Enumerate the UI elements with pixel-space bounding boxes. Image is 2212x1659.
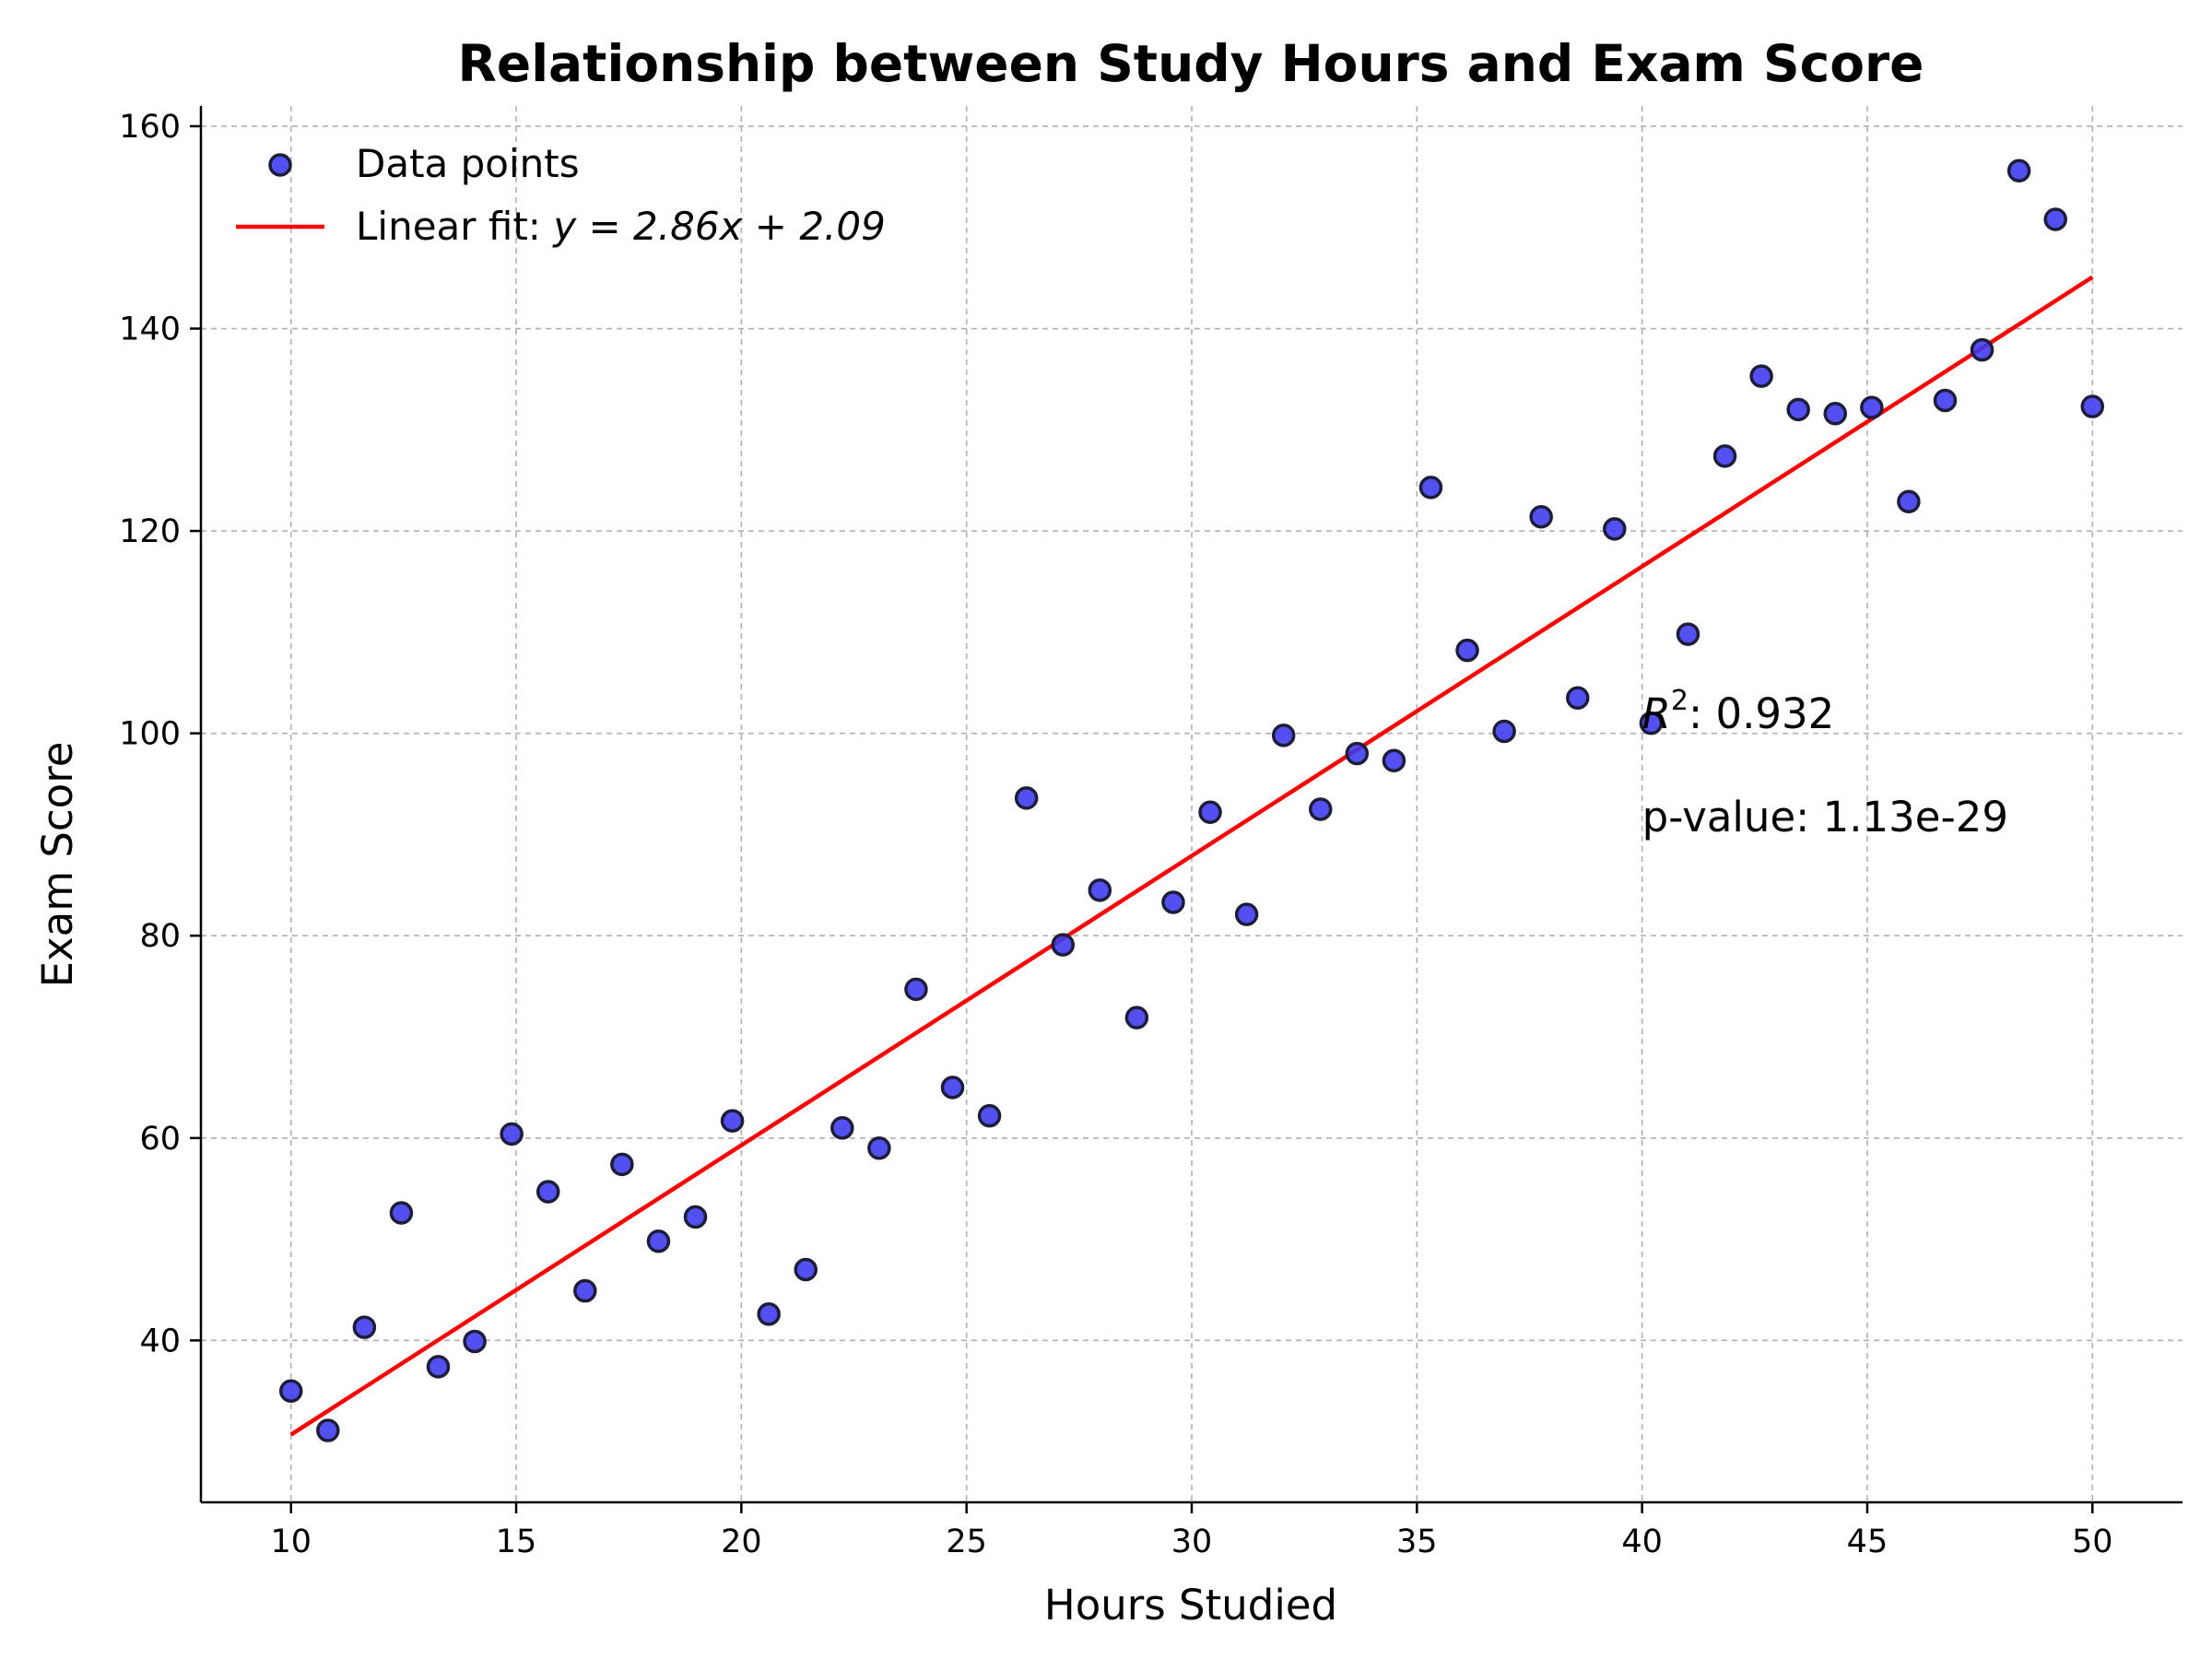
- data-point: [316, 1418, 340, 1442]
- linear-fit-line: [289, 275, 2094, 1437]
- data-point: [1051, 933, 1075, 957]
- data-point: [1161, 890, 1185, 914]
- x-tick-label: 40: [1621, 1524, 1663, 1560]
- data-point: [426, 1355, 451, 1379]
- data-point: [646, 1230, 671, 1253]
- data-point: [867, 1136, 891, 1160]
- data-point: [1418, 476, 1443, 500]
- y-tick-label: 120: [119, 513, 181, 550]
- r-squared-symbol: R: [1642, 689, 1671, 738]
- data-point: [2080, 394, 2105, 418]
- data-point: [1014, 786, 1039, 810]
- legend-label-data-points: Data points: [356, 141, 580, 186]
- r-squared-annotation: R2: 0.932: [1642, 685, 1835, 738]
- data-point: [535, 1180, 560, 1204]
- x-tick-label: 45: [1847, 1524, 1888, 1560]
- data-point: [352, 1315, 377, 1339]
- data-point: [1823, 401, 1848, 426]
- chart-title: Relationship between Study Hours and Exa…: [458, 34, 1924, 93]
- data-point: [2043, 207, 2067, 231]
- data-point: [1860, 395, 1884, 419]
- x-tick-label: 10: [270, 1524, 312, 1560]
- y-ticks: 40 60 80 100 120 140 160: [119, 109, 201, 1359]
- x-ticks: 10 15 20 25 30 35 40 45 50: [270, 1502, 2113, 1560]
- legend: Data points Linear fit: y = 2.86x + 2.09: [236, 141, 886, 249]
- x-tick-label: 35: [1396, 1524, 1438, 1560]
- data-point: [1933, 388, 1958, 413]
- data-point: [610, 1152, 634, 1177]
- data-point: [500, 1122, 524, 1147]
- data-point: [1088, 878, 1112, 902]
- x-tick-label: 30: [1171, 1524, 1213, 1560]
- data-point: [1897, 489, 1921, 513]
- data-point: [1309, 797, 1333, 821]
- data-point: [904, 977, 928, 1002]
- data-point: [757, 1302, 781, 1326]
- data-point: [463, 1329, 487, 1354]
- legend-label-linear-fit: Linear fit: y = 2.86x + 2.09: [356, 204, 886, 249]
- y-tick-label: 80: [139, 918, 181, 955]
- data-point: [1271, 724, 1296, 747]
- x-tick-label: 20: [721, 1524, 762, 1560]
- y-tick-label: 60: [139, 1121, 181, 1158]
- data-point: [940, 1076, 965, 1100]
- data-point: [278, 1379, 303, 1403]
- r-squared-superscript: 2: [1671, 685, 1688, 717]
- data-point: [1970, 337, 1994, 362]
- data-point: [1455, 638, 1479, 663]
- data-point: [1529, 504, 1553, 529]
- fit-line-layer: [289, 275, 2094, 1437]
- p-value-annotation: p-value: 1.13e-29: [1642, 793, 2008, 841]
- data-point: [1198, 800, 1222, 825]
- data-point: [1124, 1006, 1149, 1030]
- x-tick-label: 50: [2072, 1524, 2113, 1560]
- data-point: [1345, 741, 1370, 766]
- data-point: [389, 1201, 414, 1225]
- y-tick-label: 40: [139, 1323, 181, 1359]
- data-point: [1603, 517, 1627, 541]
- data-point: [720, 1109, 745, 1133]
- y-tick-label: 140: [119, 312, 181, 348]
- r-squared-value: : 0.932: [1688, 689, 1834, 738]
- data-point: [977, 1103, 1002, 1128]
- data-point: [1566, 686, 1590, 710]
- x-axis-label: Hours Studied: [1044, 1581, 1337, 1630]
- data-point: [1676, 622, 1700, 646]
- data-point: [1382, 748, 1406, 773]
- data-point: [1749, 364, 1773, 388]
- y-tick-label: 160: [119, 109, 181, 146]
- data-point: [2006, 159, 2031, 183]
- legend-label-linear-fit-prefix: Linear fit:: [356, 204, 553, 249]
- data-point: [1639, 711, 1664, 735]
- data-point: [830, 1116, 854, 1140]
- data-point: [1492, 719, 1516, 744]
- x-tick-label: 15: [496, 1524, 537, 1560]
- data-point: [794, 1257, 818, 1282]
- data-points: [278, 159, 2105, 1442]
- data-point: [1786, 397, 1810, 422]
- data-point: [573, 1278, 597, 1303]
- y-tick-label: 100: [119, 716, 181, 753]
- data-point: [683, 1205, 708, 1230]
- legend-label-linear-fit-equation: y = 2.86x + 2.09: [551, 204, 886, 249]
- y-axis-label: Exam Score: [33, 742, 82, 988]
- data-point: [1234, 902, 1259, 926]
- data-point: [1712, 444, 1737, 468]
- x-tick-label: 25: [946, 1524, 987, 1560]
- legend-marker-data-points: [268, 153, 292, 177]
